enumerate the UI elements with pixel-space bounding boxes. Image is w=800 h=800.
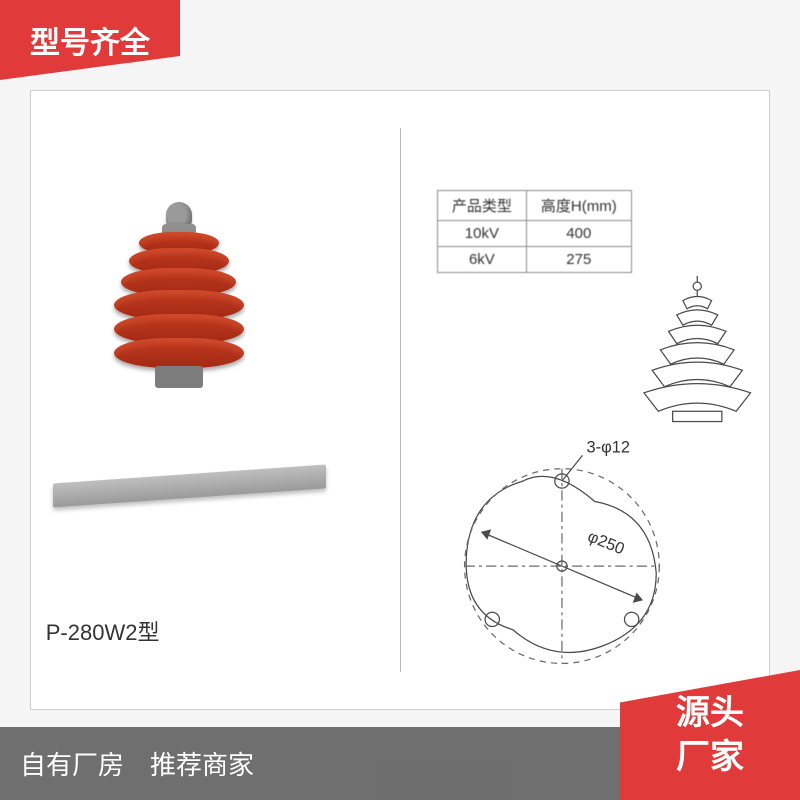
arrester-base [155,366,203,388]
arrester-shed [114,338,244,368]
spec-table: 产品类型 高度H(mm) 10kV 400 6kV 275 [437,190,632,273]
table-cell: 275 [526,246,631,272]
right-panel: 产品类型 高度H(mm) 10kV 400 6kV 275 [400,91,769,709]
pagoda-outline [644,276,751,422]
arrester-illustration [114,202,244,388]
content-card: P-280W2型 产品类型 高度H(mm) 10kV 400 6kV 275 [30,90,770,710]
badge-top-left-text: 型号齐全 [30,18,150,62]
table-cell: 6kV [437,246,526,272]
bcd-label: φ250 [585,528,627,559]
flange-plan [465,456,660,664]
badge-bottom-right-text: 源头 厂家 [676,691,744,779]
table-row: 10kV 400 [437,220,631,246]
table-row: 6kV 275 [437,246,631,272]
holes-label: 3-φ12 [587,439,630,457]
left-panel: P-280W2型 [31,91,400,709]
technical-diagram: 3-φ12 φ250 [400,276,769,707]
table-cell: 10kV [437,220,526,246]
table-header: 产品类型 [437,190,526,220]
badge-top-left: 型号齐全 [0,0,180,80]
model-label: P-280W2型 [46,615,160,647]
footer-text: 自有厂房 推荐商家 [20,750,254,780]
mounting-bracket [53,465,326,508]
footer-strip: 自有厂房 推荐商家 [0,727,620,800]
table-row: 产品类型 高度H(mm) [437,190,631,220]
table-cell: 400 [526,220,631,246]
table-header: 高度H(mm) [526,190,631,220]
